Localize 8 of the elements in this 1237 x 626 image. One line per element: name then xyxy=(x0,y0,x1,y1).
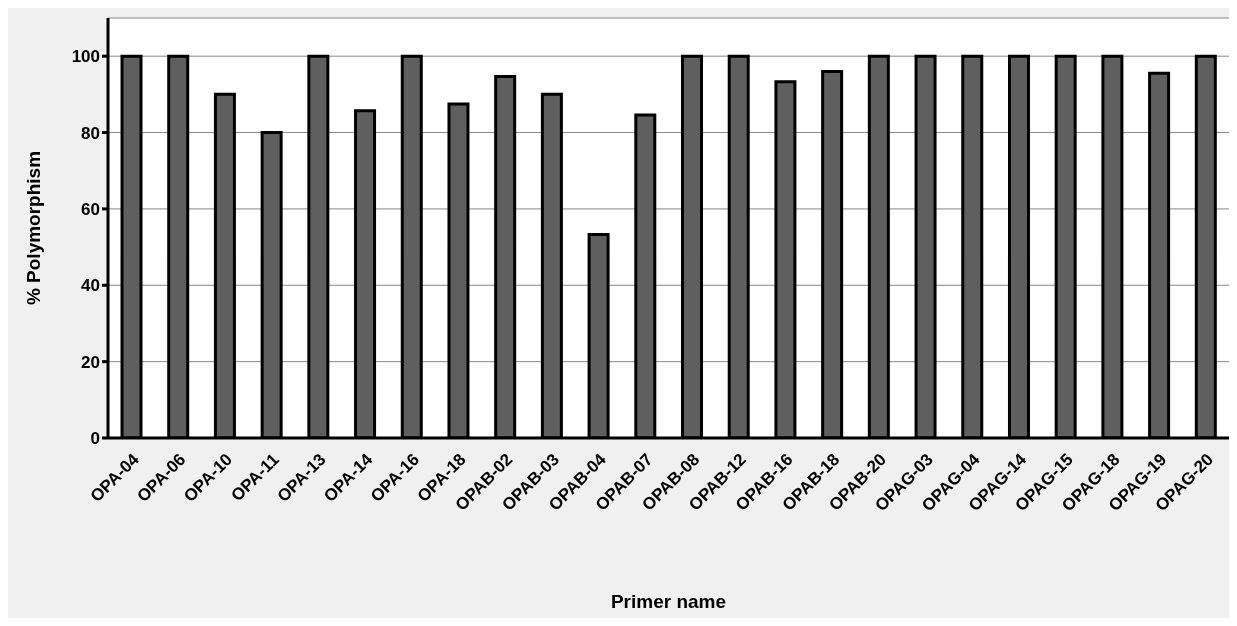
x-axis-title: Primer name xyxy=(610,591,727,612)
y-tick-label: 60 xyxy=(81,199,100,219)
y-tick-label: 20 xyxy=(81,352,100,372)
y-tick-label: 80 xyxy=(81,123,100,143)
y-tick-label: 40 xyxy=(81,276,100,296)
y-axis-title: % Polymorphism xyxy=(22,150,44,306)
y-tick-label: 100 xyxy=(71,47,100,67)
y-tick-label: 0 xyxy=(90,429,100,449)
